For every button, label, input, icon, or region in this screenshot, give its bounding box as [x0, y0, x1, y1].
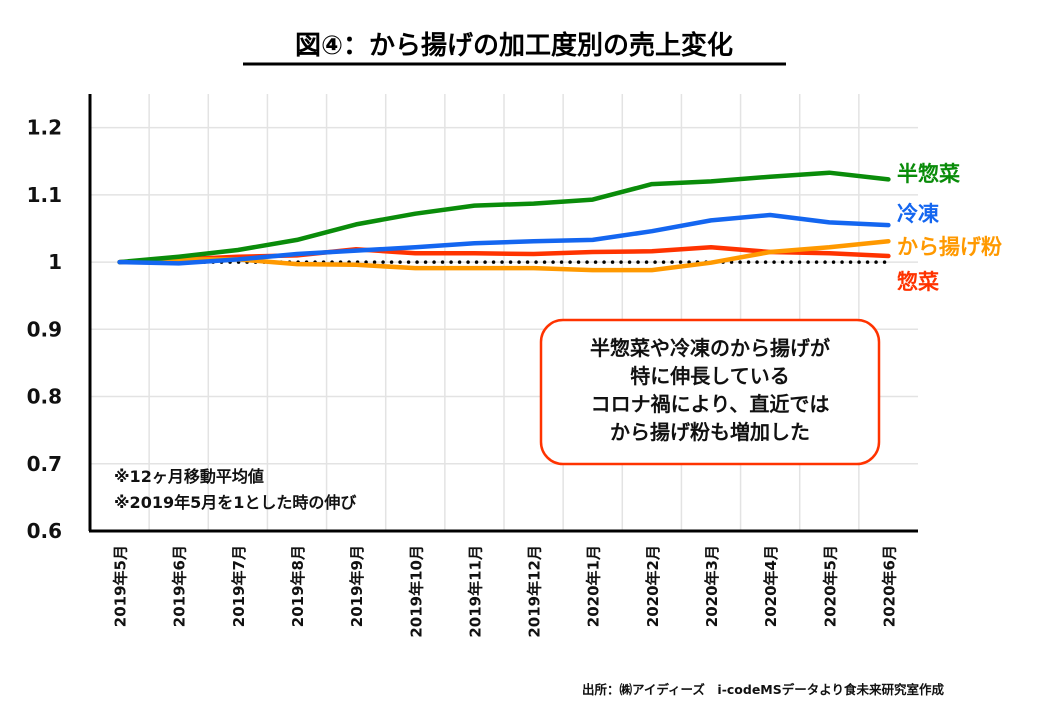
callout-border: [539, 318, 881, 466]
x-tick-label: 2020年4月: [762, 545, 780, 627]
grid: [90, 94, 918, 531]
callout-line-3: コロナ禍により、直近では: [591, 392, 830, 416]
series-group: [117, 170, 891, 273]
x-tick-label: 2020年2月: [644, 545, 662, 627]
axes: [88, 94, 918, 533]
chart-title-group: 図④：から揚げの加工度別の売上変化: [243, 30, 786, 66]
series-line-2: [117, 212, 891, 266]
callout-line-1: 半惣菜や冷凍のから揚げが: [590, 336, 830, 360]
callout-line-2: 特に伸長している: [630, 364, 789, 388]
x-tick-label: 2020年3月: [703, 545, 721, 627]
note-moving-average: ※12ヶ月移動平均値: [114, 467, 264, 486]
callout-line-4: から揚げ粉も増加した: [610, 420, 810, 444]
legend-label-3: から揚げ粉: [897, 235, 1002, 259]
y-tick-label: 0.9: [27, 317, 62, 341]
legend-label-2: 冷凍: [897, 202, 939, 226]
y-tick-label: 1.2: [27, 116, 62, 140]
x-tick-label: 2019年5月: [112, 545, 130, 627]
note-baseline: ※2019年5月を1とした時の伸び: [114, 493, 357, 512]
legend-label-4: 惣菜: [897, 270, 939, 294]
series-line-1: [117, 170, 891, 265]
chart-title: 図④：から揚げの加工度別の売上変化: [295, 30, 733, 61]
callout-box: 半惣菜や冷凍のから揚げが 特に伸長している コロナ禍により、直近では から揚げ粉…: [539, 318, 881, 466]
y-tick-label: 1: [48, 250, 62, 274]
x-tick-label: 2019年8月: [289, 545, 307, 627]
y-tick-label: 0.7: [27, 452, 62, 476]
x-tick-label: 2019年11月: [466, 545, 484, 638]
x-tick-label: 2020年1月: [585, 545, 603, 627]
y-tick-labels: 0.6 0.7 0.8 0.9 1 1.1 1.2: [27, 116, 62, 543]
x-tick-label: 2020年6月: [880, 545, 898, 627]
x-tick-label: 2020年5月: [821, 545, 839, 627]
x-tick-label: 2019年10月: [407, 545, 425, 638]
y-tick-label: 1.1: [27, 183, 62, 207]
x-tick-label: 2019年7月: [230, 545, 248, 627]
legend-label-1: 半惣菜: [897, 162, 960, 186]
source-note: 出所：㈱アイディーズ i-codeMSデータより食未来研究室作成: [582, 682, 944, 697]
x-tick-label: 2019年9月: [348, 545, 366, 627]
x-tick-label: 2019年12月: [526, 545, 544, 638]
y-tick-label: 0.8: [27, 385, 62, 409]
notes: ※12ヶ月移動平均値 ※2019年5月を1とした時の伸び: [114, 467, 357, 512]
x-tick-label: 2019年6月: [171, 545, 189, 627]
x-tick-labels: 2019年5月 2019年6月 2019年7月 2019年8月 2019年9月 2019年…: [112, 545, 899, 638]
y-tick-label: 0.6: [27, 519, 62, 543]
